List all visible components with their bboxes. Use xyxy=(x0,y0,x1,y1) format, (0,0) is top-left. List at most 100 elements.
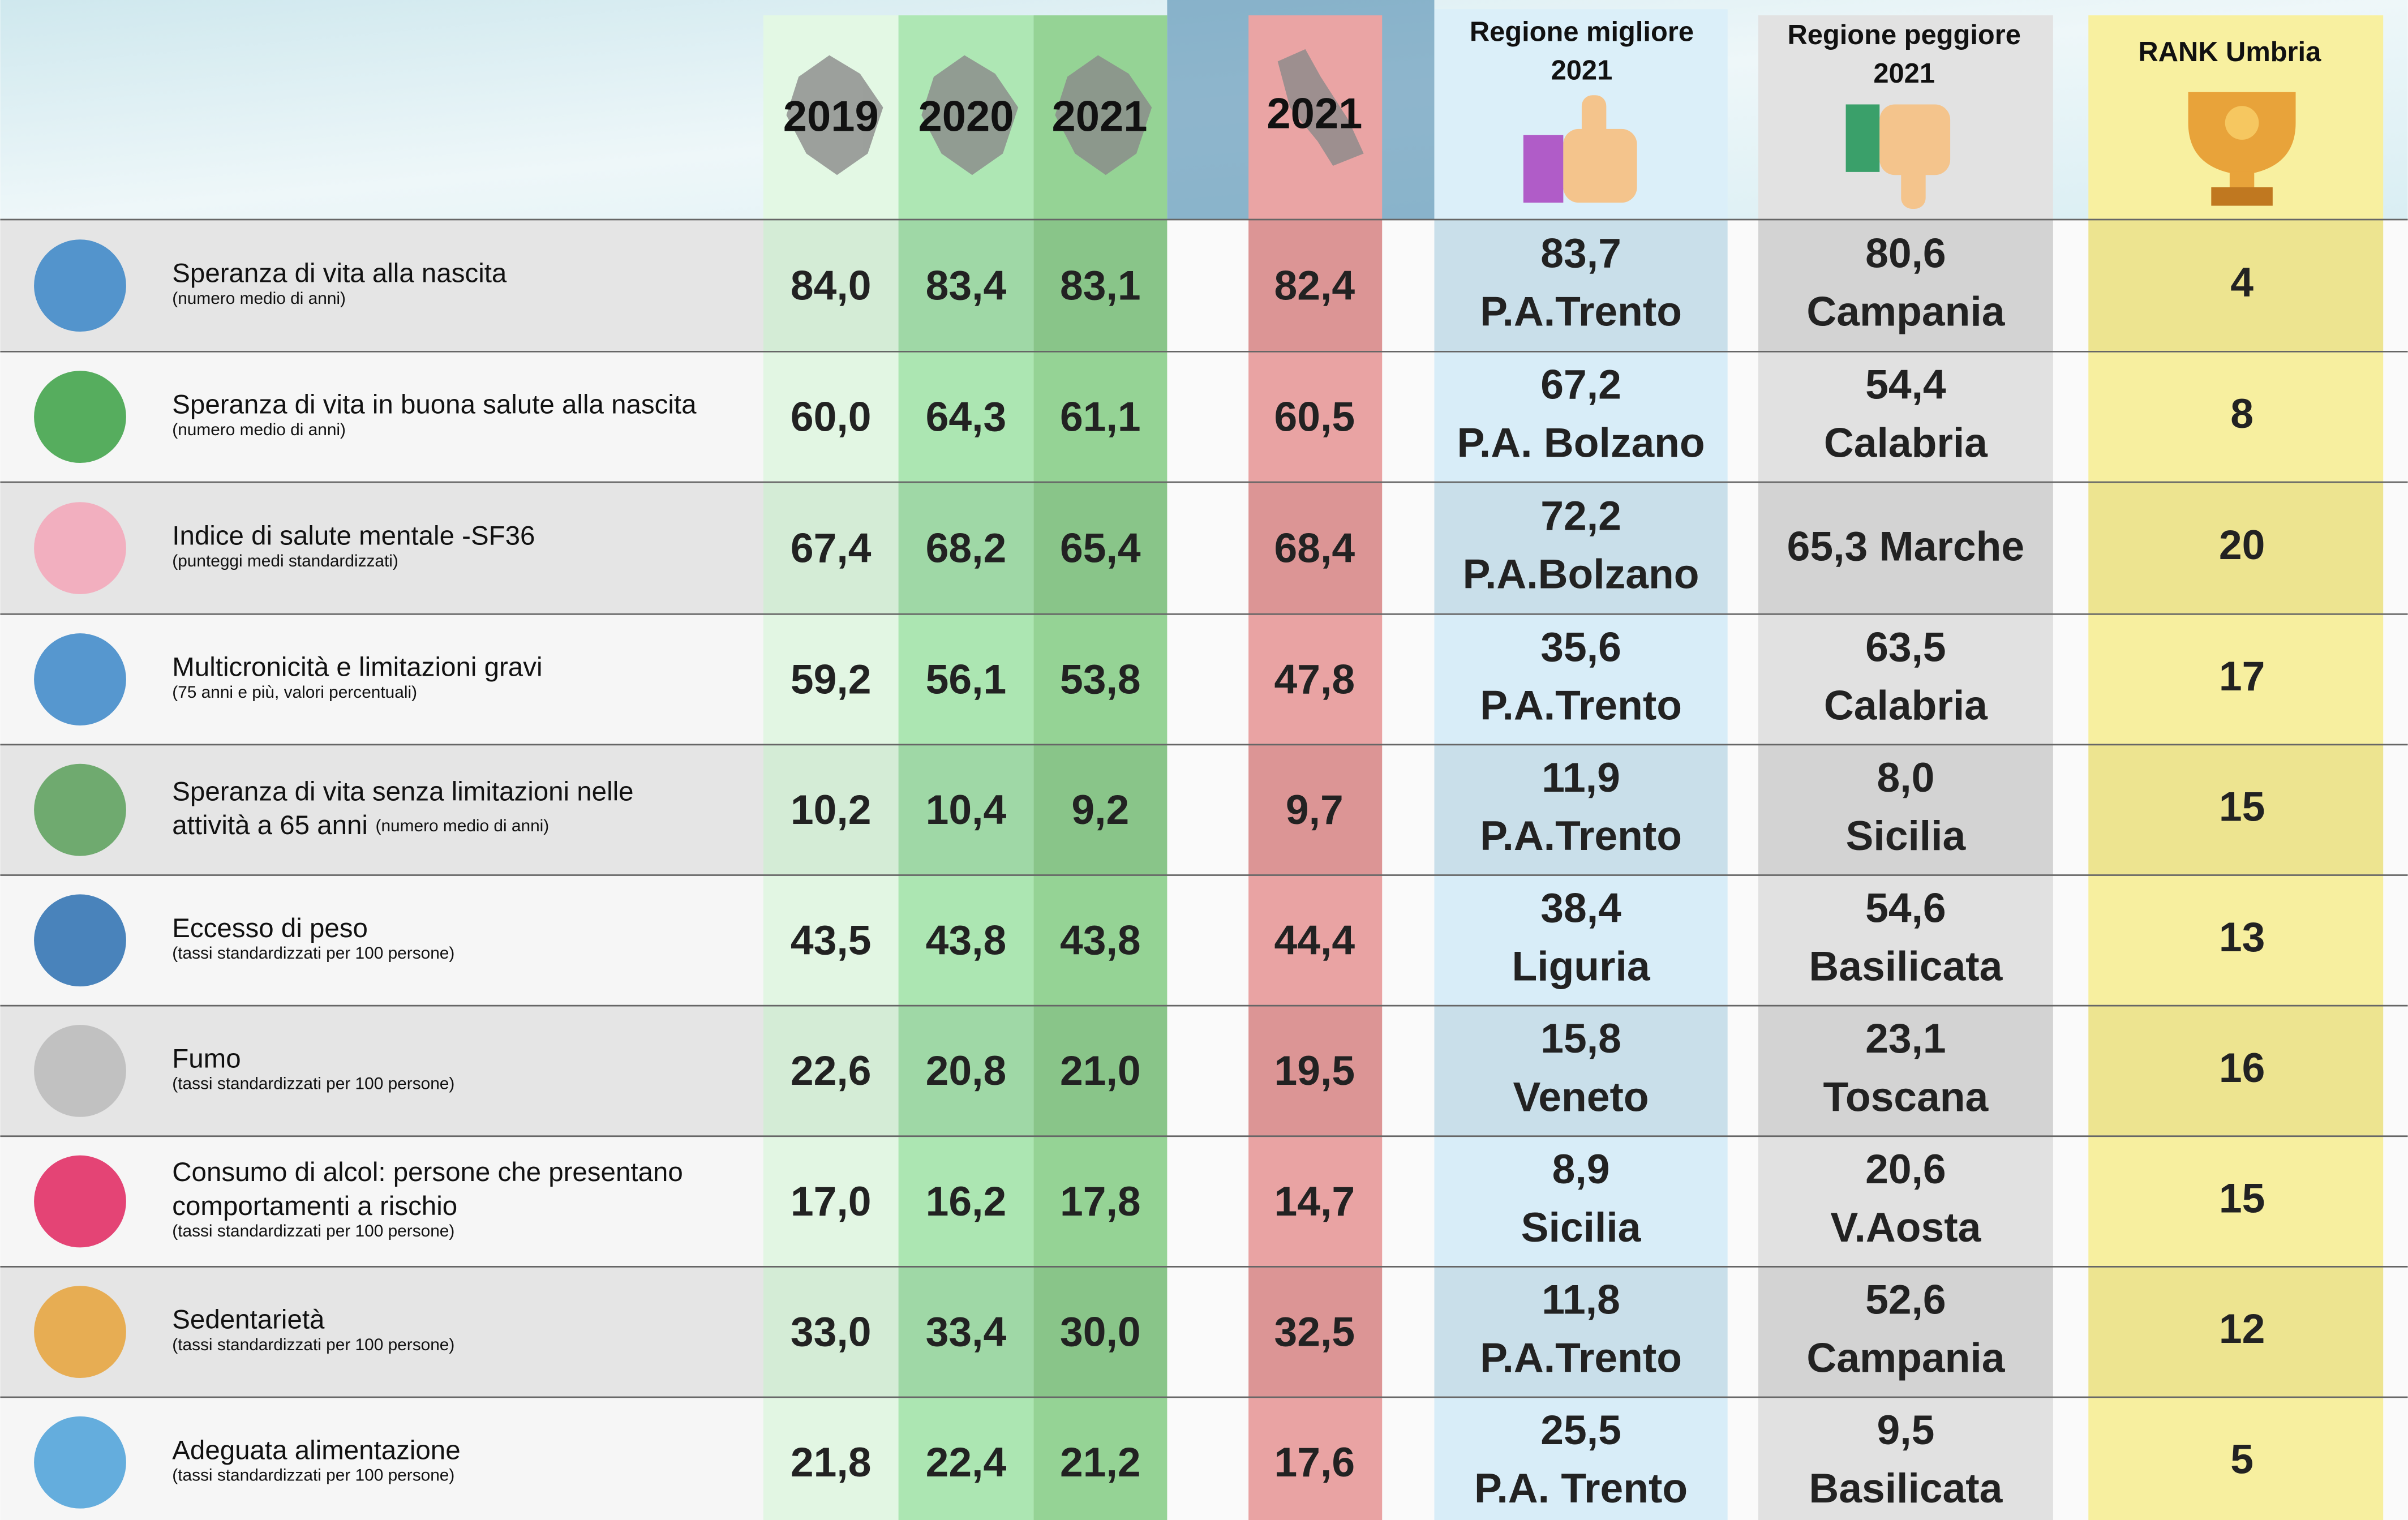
worst-region: 54,4 xyxy=(1865,361,1946,407)
best-region: 38,4 xyxy=(1540,885,1621,931)
header-year: 2020 xyxy=(918,93,1014,141)
umbria-value: 43,8 xyxy=(926,917,1007,964)
umbria-value: 61,1 xyxy=(1060,393,1141,440)
best-region: 25,5 xyxy=(1540,1407,1621,1453)
rank-value: 8 xyxy=(2230,390,2254,437)
umbria-value: 59,2 xyxy=(791,656,872,702)
umbria-value: 10,2 xyxy=(791,787,872,833)
row-label: Adeguata alimentazione xyxy=(172,1435,460,1465)
umbria-value: 84,0 xyxy=(791,262,872,308)
worst-region: Toscana xyxy=(1823,1074,1989,1120)
umbria-value: 68,2 xyxy=(926,525,1007,571)
umbria-value: 21,2 xyxy=(1060,1439,1141,1485)
best-region: P.A.Trento xyxy=(1480,289,1682,335)
umbria-value: 60,0 xyxy=(791,393,872,440)
italia-value: 82,4 xyxy=(1274,262,1355,308)
best-region: 15,8 xyxy=(1540,1015,1621,1062)
best-region: Liguria xyxy=(1512,943,1650,990)
italia-value: 44,4 xyxy=(1274,917,1355,964)
page: 2019 2020 2021 2021 Regione migliore 202… xyxy=(0,0,2408,1520)
rank-value: 16 xyxy=(2219,1045,2265,1091)
row-label: Speranza di vita senza limitazioni nelle xyxy=(172,776,633,806)
worst-region: 54,6 xyxy=(1865,885,1946,931)
umbria-value: 64,3 xyxy=(926,393,1007,440)
worst-region: 8,0 xyxy=(1877,754,1934,801)
row-label: Consumo di alcol: persone che presentano xyxy=(172,1157,683,1187)
header-worst: Regione peggiore xyxy=(1788,20,2021,50)
row-label-text: Speranza di vita alla nascita xyxy=(172,258,507,288)
header-year: 2021 xyxy=(1267,89,1362,138)
header-year: 2019 xyxy=(783,93,879,141)
row-note: (punteggi medi standardizzati) xyxy=(172,552,398,570)
worst-region: 20,6 xyxy=(1865,1146,1946,1192)
italia-value: 60,5 xyxy=(1274,393,1355,440)
umbria-value: 22,6 xyxy=(791,1047,872,1094)
row-label-text: Sedentarietà xyxy=(172,1304,325,1334)
italia-value: 68,4 xyxy=(1274,525,1355,571)
best-region: 83,7 xyxy=(1540,230,1621,276)
umbria-value: 16,2 xyxy=(926,1178,1007,1225)
header-year: 2021 xyxy=(1052,93,1148,141)
umbria-value: 65,4 xyxy=(1060,525,1141,571)
umbria-value: 67,4 xyxy=(791,525,872,571)
worst-region: 9,5 xyxy=(1877,1407,1934,1453)
row-note: (numero medio di anni) xyxy=(376,817,550,835)
row-icon xyxy=(34,1156,126,1248)
worst-region: Basilicata xyxy=(1809,1465,2003,1512)
umbria-value: 21,0 xyxy=(1060,1047,1141,1094)
umbria-value: 43,5 xyxy=(791,917,872,964)
best-region: P.A.Trento xyxy=(1480,813,1682,859)
header-best: Regione migliore xyxy=(1470,17,1694,48)
umbria-value: 56,1 xyxy=(926,656,1007,702)
umbria-value: 9,2 xyxy=(1071,787,1129,833)
best-region: 67,2 xyxy=(1540,361,1621,407)
row-label: comportamenti a rischio xyxy=(172,1191,457,1221)
row-icon xyxy=(34,633,126,725)
best-region: 11,8 xyxy=(1542,1276,1620,1323)
row-label-text: comportamenti a rischio xyxy=(172,1191,457,1221)
umbria-value: 83,1 xyxy=(1060,262,1141,308)
umbria-value: 33,4 xyxy=(926,1308,1007,1355)
italia-value: 14,7 xyxy=(1274,1178,1355,1225)
row-label-text: Speranza di vita senza limitazioni nelle xyxy=(172,776,633,806)
best-region: 35,6 xyxy=(1540,624,1621,670)
umbria-value: 53,8 xyxy=(1060,656,1141,702)
row-label: Speranza di vita in buona salute alla na… xyxy=(172,389,697,419)
row-label-text: attività a 65 anni xyxy=(172,810,368,840)
row-icon xyxy=(34,764,126,856)
umbria-value: 21,8 xyxy=(791,1439,872,1485)
row-note: (numero medio di anni) xyxy=(172,289,346,308)
italia-value: 32,5 xyxy=(1274,1308,1355,1355)
header-worst: 2021 xyxy=(1873,58,1935,89)
row-label-text: Fumo xyxy=(172,1044,241,1074)
best-region: P.A.Bolzano xyxy=(1463,551,1699,597)
best-region: Veneto xyxy=(1513,1074,1649,1120)
umbria-value: 30,0 xyxy=(1060,1308,1141,1355)
row-label-text: Eccesso di peso xyxy=(172,913,368,943)
worst-region: V.Aosta xyxy=(1830,1204,1981,1251)
best-region: P.A.Trento xyxy=(1480,1335,1682,1381)
best-region: P.A.Trento xyxy=(1480,682,1682,728)
header-rank: RANK Umbria xyxy=(2138,37,2321,67)
row-note: (tassi standardizzati per 100 persone) xyxy=(172,1336,454,1354)
row-note: (tassi standardizzati per 100 persone) xyxy=(172,1222,454,1240)
row-label: Sedentarietà xyxy=(172,1304,325,1334)
rank-value: 13 xyxy=(2219,914,2265,960)
worst-region: Calabria xyxy=(1824,420,1988,466)
umbria-value: 17,8 xyxy=(1060,1178,1141,1225)
umbria-value: 17,0 xyxy=(791,1178,872,1225)
row-note: (numero medio di anni) xyxy=(172,420,346,439)
worst-region: 80,6 xyxy=(1865,230,1946,276)
row-note: (tassi standardizzati per 100 persone) xyxy=(172,944,454,963)
row-label-text: Speranza di vita in buona salute alla na… xyxy=(172,389,697,419)
header-best: 2021 xyxy=(1551,55,1613,85)
worst-region: 23,1 xyxy=(1865,1015,1946,1062)
row-note: (tassi standardizzati per 100 persone) xyxy=(172,1466,454,1485)
worst-region: Calabria xyxy=(1824,682,1988,728)
row-label: Eccesso di peso xyxy=(172,913,368,943)
row-note: (tassi standardizzati per 100 persone) xyxy=(172,1075,454,1093)
umbria-value: 20,8 xyxy=(926,1047,1007,1094)
italia-value: 47,8 xyxy=(1274,656,1355,702)
umbria-value: 33,0 xyxy=(791,1308,872,1355)
worst-region: Campania xyxy=(1806,289,2005,335)
